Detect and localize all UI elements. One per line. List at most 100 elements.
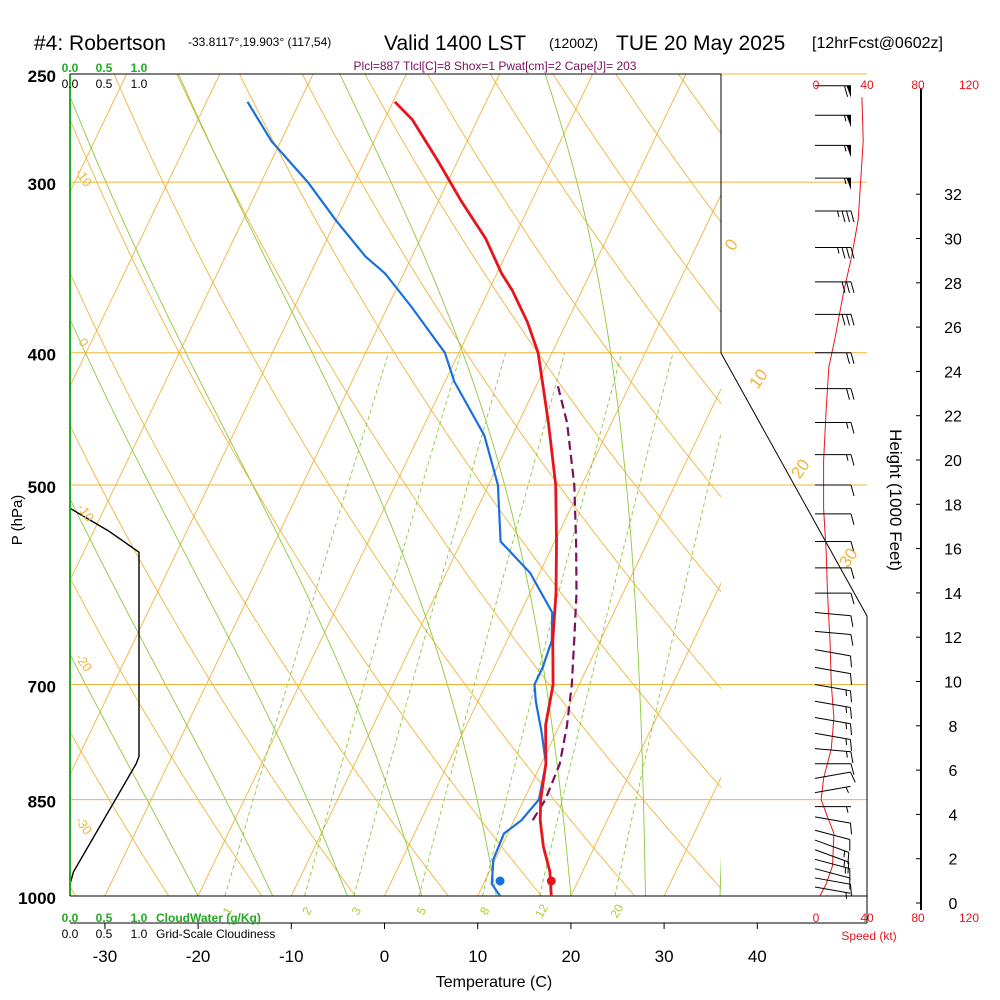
mixing-ratio-label: 20	[607, 901, 626, 920]
plot-boundary	[720, 74, 868, 923]
wind-barb	[814, 763, 855, 775]
wind-speed-tick-bottom: 120	[959, 911, 979, 925]
moist-adiabat	[70, 95, 423, 896]
temperature-tick-label: 40	[748, 947, 767, 966]
sounding-profiles	[246, 100, 578, 896]
wind-barb	[814, 592, 855, 605]
wind-barb-pennant	[846, 145, 851, 158]
wind-barb-staff	[814, 849, 849, 863]
height-tick-label: 12	[944, 630, 962, 647]
wind-barb-staff	[814, 716, 851, 725]
wind-barb-staff	[814, 666, 851, 675]
wind-barb	[814, 388, 855, 400]
wind-barb-full	[850, 484, 855, 497]
wind-barb-staff	[814, 771, 851, 779]
wind-barb-staff	[814, 649, 851, 657]
valid-utc: (1200Z)	[549, 35, 598, 51]
wind-barb-full	[850, 567, 855, 580]
wind-barb-full	[850, 655, 852, 668]
temperature-tick-label: 10	[468, 947, 487, 966]
moist-adiabat	[177, 74, 497, 896]
cloudiness-tick-bottom: 0.5	[96, 927, 113, 941]
height-tick-label: 2	[949, 852, 958, 869]
mixing-ratio-label: 12	[532, 901, 551, 920]
wind-barb-half	[845, 706, 847, 713]
pressure-tick-label: 250	[28, 67, 56, 86]
isotherm-line	[70, 74, 221, 388]
wind-barb-staff	[814, 868, 850, 879]
station-coords: -33.8117°,19.903° (117,54)	[188, 35, 331, 49]
wind-barb-full	[847, 862, 850, 874]
wind-barb	[814, 144, 852, 158]
wind-barb-full	[844, 85, 848, 97]
mixing-ratio-label: 5	[414, 904, 430, 917]
left-isotherm-label: -20	[72, 650, 95, 674]
temperature-tick-label: 20	[561, 947, 580, 966]
wind-barb	[814, 649, 852, 668]
surface-dewpoint-dot	[495, 876, 505, 886]
cloudiness-tick-bottom: 1.0	[131, 927, 148, 941]
dry-adiabat	[70, 730, 170, 896]
mixing-ratio-label: 8	[477, 904, 493, 917]
mixing-ratio-line	[304, 352, 462, 896]
wind-barb-half	[845, 786, 849, 794]
wind-barb-staff	[814, 700, 851, 708]
height-tick-label: 14	[944, 586, 962, 603]
height-tick-label: 16	[944, 542, 962, 559]
height-tick-label: 6	[949, 763, 958, 780]
wind-barb	[814, 666, 852, 685]
wind-barb-half	[845, 751, 848, 758]
wind-barb-full	[850, 771, 856, 783]
cloud-water-tick-bottom: 0.5	[96, 911, 113, 925]
wind-barb-staff	[814, 732, 851, 740]
wind-speed-tick-bottom: 0	[813, 911, 820, 925]
wind-speed-tick-bottom: 80	[911, 911, 925, 925]
wind-barb	[814, 513, 855, 526]
wind-barb-full	[850, 723, 852, 736]
mixing-ratio-label: 2	[299, 904, 315, 917]
temperature-tick-label: -20	[186, 947, 211, 966]
plot-frame	[69, 73, 868, 924]
height-tick-label: 26	[944, 320, 962, 337]
wind-barb-pennant	[846, 115, 851, 128]
dry-adiabat	[427, 74, 721, 498]
wind-barb-full	[850, 673, 852, 685]
wind-barb	[814, 630, 854, 646]
wind-barb-pennant	[846, 178, 851, 191]
dry-adiabat	[70, 271, 449, 896]
wind-barb-full	[841, 247, 846, 259]
wind-barb-half	[844, 115, 847, 122]
wind-barb-full	[850, 690, 852, 703]
wind-barb-full	[850, 247, 855, 259]
height-tick-label: 30	[944, 232, 962, 249]
wind-barb-staff	[814, 877, 851, 885]
wind-barb	[814, 281, 855, 294]
mixing-ratio-label: 3	[349, 904, 365, 917]
wind-barb-full	[850, 751, 854, 764]
wind-barb-staff	[814, 829, 850, 840]
wind-barb-full	[850, 388, 855, 400]
wind-barb	[814, 886, 851, 899]
wind-barb-full	[850, 541, 855, 553]
wind-barb	[814, 700, 852, 719]
wind-barb	[814, 313, 855, 326]
mixing-ratio-line	[614, 431, 721, 896]
wind-barb-full	[846, 281, 850, 294]
cloudiness-tick-top: 0.0	[62, 77, 79, 91]
wind-barb-full	[850, 707, 852, 719]
wind-barb	[814, 849, 850, 874]
wind-barb-full	[846, 247, 850, 259]
height-tick-label: 4	[949, 807, 958, 824]
wind-barb	[814, 816, 852, 835]
wind-barb	[814, 352, 855, 364]
cloud-water-axis-label: CloudWater (g/Kg)	[156, 911, 261, 925]
wind-barb-staff	[814, 785, 851, 794]
wind-barb	[814, 454, 855, 466]
wind-barb-full	[850, 314, 855, 326]
wind-barb-half	[837, 247, 840, 254]
wind-barb	[814, 177, 852, 191]
y-axis-label: P (hPa)	[9, 495, 26, 546]
wind-barb-full	[850, 739, 852, 751]
wind-barb	[814, 771, 856, 783]
